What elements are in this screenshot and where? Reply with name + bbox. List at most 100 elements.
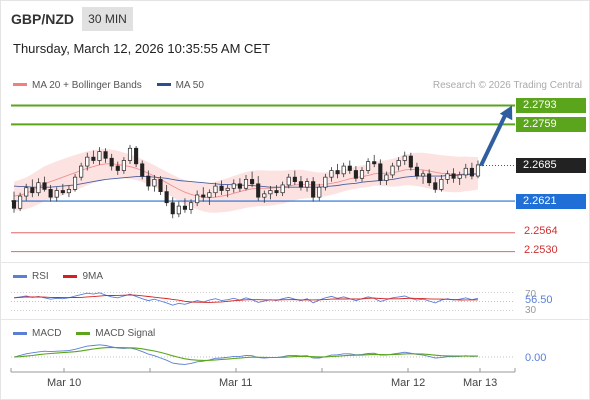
candle-body bbox=[463, 167, 468, 176]
forecast-arrow-shaft bbox=[479, 112, 508, 167]
candle-body bbox=[445, 173, 450, 180]
candle-body bbox=[237, 183, 242, 189]
candle-body bbox=[91, 156, 96, 161]
macd-swatch bbox=[13, 331, 27, 335]
legend-item-ma50: MA 50 bbox=[156, 80, 204, 91]
candle-body bbox=[256, 183, 261, 198]
candle-body bbox=[158, 179, 163, 192]
candle-body bbox=[439, 179, 444, 190]
candle-body bbox=[359, 170, 365, 179]
price-level-label-3: 2.2621 bbox=[516, 194, 586, 209]
candle-body bbox=[384, 174, 389, 181]
candle-body bbox=[341, 165, 346, 175]
candle-body bbox=[140, 163, 145, 177]
macd-signal-swatch bbox=[76, 331, 91, 335]
candle-body bbox=[274, 190, 279, 194]
candle-body bbox=[146, 175, 151, 187]
candle-body bbox=[317, 186, 322, 198]
candle-body bbox=[79, 165, 84, 178]
price-level-label-5: 2.2530 bbox=[524, 244, 558, 256]
chart-legend: MA 20 + Bollinger Bands MA 50 bbox=[13, 80, 216, 94]
rsi-ma-line bbox=[13, 294, 479, 303]
candle-body bbox=[366, 161, 371, 171]
candle-body bbox=[280, 184, 285, 194]
price-level-label-1: 2.2759 bbox=[516, 117, 586, 132]
candle-body bbox=[195, 194, 200, 204]
candle-body bbox=[433, 182, 438, 190]
candle-body bbox=[48, 189, 53, 198]
rsi-swatch bbox=[13, 274, 27, 278]
candle-body bbox=[427, 173, 432, 184]
candle-body bbox=[213, 185, 218, 194]
price-level-label-4: 2.2564 bbox=[524, 225, 558, 237]
rsi-line bbox=[13, 292, 479, 306]
rsi-legend: RSI 9MA bbox=[13, 271, 103, 282]
candle-body bbox=[469, 167, 474, 177]
rsi-current-label: 56.50 bbox=[525, 294, 553, 306]
candle-body bbox=[18, 195, 23, 209]
candle-body bbox=[115, 165, 120, 171]
candle-body bbox=[152, 179, 157, 187]
timestamp: Thursday, March 12, 2026 10:35:55 AM CET bbox=[13, 41, 271, 56]
candle-body bbox=[305, 181, 310, 188]
macd-legend: MACD MACD Signal bbox=[13, 328, 155, 339]
candle-body bbox=[414, 166, 419, 177]
candle-body bbox=[97, 151, 102, 161]
candle-body bbox=[421, 173, 426, 177]
candle-body bbox=[219, 185, 224, 191]
candle-body bbox=[475, 164, 481, 177]
candle-body bbox=[311, 181, 316, 198]
candle-body bbox=[170, 202, 175, 215]
candle-body bbox=[85, 156, 90, 167]
candle-body bbox=[54, 190, 59, 198]
timeframe-button[interactable]: 30 MIN bbox=[82, 7, 133, 31]
candle-body bbox=[225, 187, 230, 191]
rsi-ma-legend-label: 9MA bbox=[82, 271, 104, 282]
x-label-mar12: Mar 12 bbox=[391, 377, 426, 389]
rsi-level-30: 30 bbox=[525, 305, 537, 316]
candle-body bbox=[11, 200, 17, 209]
candle-body bbox=[201, 194, 206, 198]
candle-body bbox=[408, 155, 413, 168]
legend-label-ma50: MA 50 bbox=[175, 80, 204, 91]
candle-body bbox=[189, 202, 194, 210]
candle-body bbox=[378, 163, 383, 181]
rsi-ma-swatch bbox=[63, 274, 78, 278]
price-level-label-2: 2.2685 bbox=[516, 158, 586, 173]
candle-body bbox=[109, 157, 114, 167]
candle-body bbox=[329, 170, 334, 178]
candle-body bbox=[451, 173, 456, 179]
macd-line bbox=[13, 344, 479, 365]
x-label-mar11: Mar 11 bbox=[219, 377, 253, 389]
candle-body bbox=[292, 176, 297, 182]
rsi-level-70: 70 bbox=[525, 289, 537, 300]
candle-body bbox=[396, 160, 401, 167]
legend-swatch-ma50 bbox=[156, 82, 171, 86]
candle-body bbox=[127, 147, 133, 161]
macd-divider bbox=[0, 319, 590, 320]
price-level-label-0: 2.2793 bbox=[516, 98, 586, 113]
x-label-mar13: Mar 13 bbox=[463, 377, 498, 389]
candle-body bbox=[60, 190, 65, 194]
candle-body bbox=[347, 165, 352, 171]
candle-body bbox=[243, 179, 249, 189]
macd-legend-label: MACD bbox=[32, 328, 62, 339]
candle-body bbox=[402, 155, 407, 161]
macd-signal-line bbox=[13, 346, 478, 361]
rsi-legend-label: RSI bbox=[32, 271, 49, 282]
candle-body bbox=[121, 160, 126, 171]
candle-body bbox=[73, 176, 78, 190]
candle-body bbox=[164, 191, 169, 204]
candle-body bbox=[390, 165, 395, 176]
candle-body bbox=[262, 193, 267, 198]
candle-body bbox=[103, 151, 108, 159]
candle-body bbox=[231, 183, 236, 189]
legend-label-ma20: MA 20 + Bollinger Bands bbox=[32, 80, 142, 91]
candle-body bbox=[268, 190, 273, 195]
candle-body bbox=[176, 205, 181, 215]
candle-body bbox=[353, 170, 358, 179]
legend-item-ma20: MA 20 + Bollinger Bands bbox=[13, 80, 142, 91]
candle-body bbox=[30, 187, 35, 194]
candle-body bbox=[207, 192, 212, 198]
